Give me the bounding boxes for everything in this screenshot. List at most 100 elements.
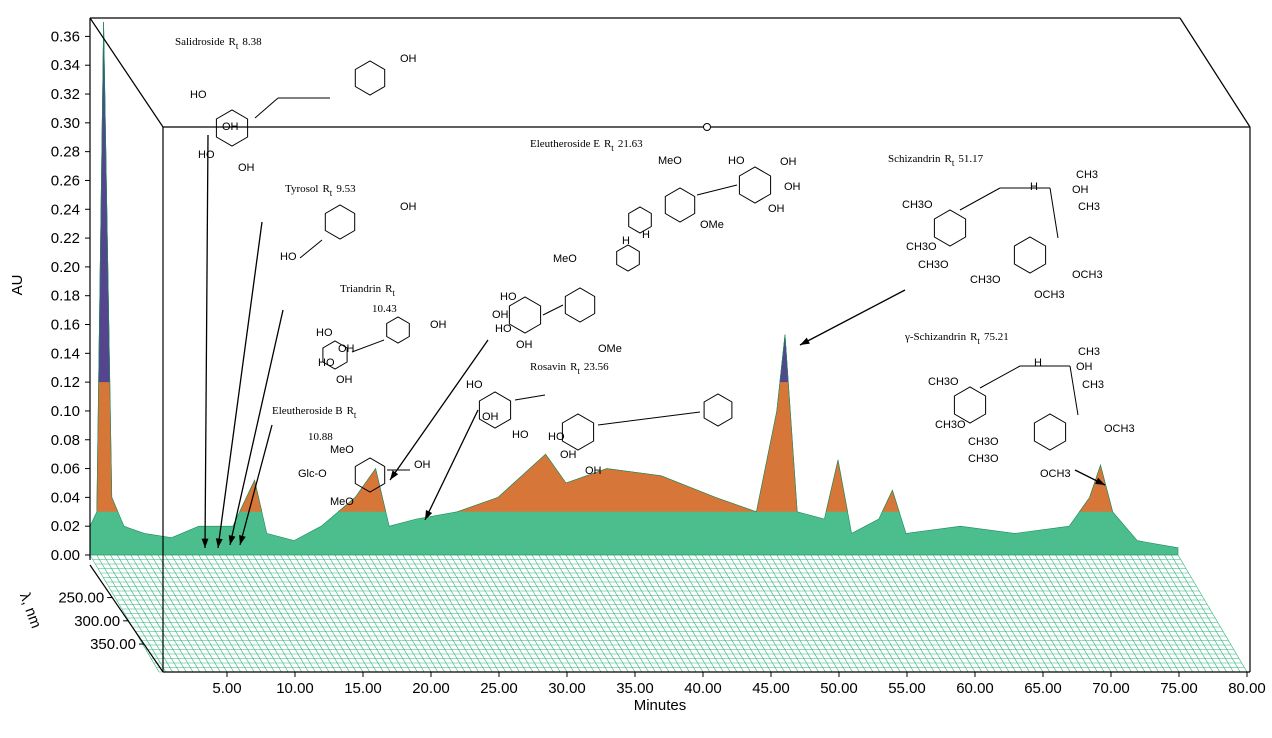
x-tick-label: 80.00 xyxy=(1228,680,1266,697)
trace xyxy=(96,21,1114,512)
mesh-col xyxy=(844,554,915,673)
rt-subscript: t xyxy=(952,158,955,168)
mesh-col xyxy=(1014,554,1085,673)
mesh-col xyxy=(96,554,167,673)
arrow xyxy=(217,221,263,549)
group-label: CH3O xyxy=(968,453,999,465)
mesh-col xyxy=(1102,554,1173,673)
mesh-col xyxy=(912,554,983,673)
group-label: OH xyxy=(338,343,355,355)
ring xyxy=(664,187,696,223)
group-label: OH xyxy=(784,181,801,193)
mesh-col xyxy=(701,554,772,673)
mesh-col xyxy=(586,554,656,673)
rt-value: 9.53 xyxy=(336,183,356,195)
group-label: Glc-O xyxy=(298,468,327,480)
group-label: OH xyxy=(768,203,785,215)
y-tick-label: 0.04 xyxy=(51,489,80,506)
mesh-col xyxy=(388,554,459,673)
mesh-col xyxy=(776,554,847,673)
group-label: OH xyxy=(560,449,577,461)
compound-name: Eleutheroside B xyxy=(272,405,343,417)
mesh-col xyxy=(1164,554,1234,673)
group-label: OCH3 xyxy=(1072,269,1103,281)
group-label: OH xyxy=(414,459,431,471)
group-label: OH xyxy=(238,162,255,174)
rt-subscript: t xyxy=(354,410,357,420)
mesh-col xyxy=(694,554,765,673)
group-label: CH3 xyxy=(1078,346,1100,358)
mesh-col xyxy=(205,554,275,673)
arrow xyxy=(799,289,906,346)
mesh-col xyxy=(422,554,493,673)
mesh-col xyxy=(613,554,683,673)
group-label: OH xyxy=(482,411,499,423)
x-tick-label: 60.00 xyxy=(956,680,994,697)
arrow xyxy=(424,409,479,521)
mesh-col xyxy=(518,554,588,673)
mesh-col xyxy=(674,554,745,673)
mesh-col xyxy=(960,554,1030,673)
group-label: OH xyxy=(336,374,353,386)
rt-symbol: R xyxy=(570,361,578,373)
mesh-col xyxy=(994,554,1064,673)
mesh-col xyxy=(470,554,541,673)
mesh-col xyxy=(327,554,398,673)
rt-subscript: t xyxy=(611,143,614,153)
ring xyxy=(354,457,386,493)
rt-symbol: R xyxy=(347,405,355,417)
arrow-head xyxy=(228,535,236,545)
y-tick-label: 0.30 xyxy=(51,115,80,132)
bond xyxy=(542,304,564,316)
bond xyxy=(1049,187,1059,239)
rt-value-line: 10.43 xyxy=(372,303,397,315)
y-tick-label: 0.32 xyxy=(51,86,80,103)
group-label: OCH3 xyxy=(1104,423,1135,435)
y-tick-label: 0.36 xyxy=(51,28,80,45)
mesh-col xyxy=(266,554,337,673)
x-tick-label: 20.00 xyxy=(412,680,450,697)
compound-name: Triandrin xyxy=(340,283,382,295)
arrow xyxy=(239,424,273,546)
rt-value: 75.21 xyxy=(984,331,1009,343)
mesh-col xyxy=(1089,554,1159,673)
compound-label: Eleutheroside E Rt 21.63 xyxy=(530,138,643,153)
mesh-col xyxy=(545,554,615,673)
rt-value-line: 10.88 xyxy=(308,431,333,443)
mesh-col xyxy=(280,554,350,673)
bond xyxy=(1069,365,1079,416)
mesh-col xyxy=(728,554,799,673)
y-tick-label: 0.06 xyxy=(51,461,80,478)
mesh-col xyxy=(477,554,547,673)
frame-line xyxy=(89,564,164,673)
frame-marker xyxy=(703,123,711,131)
mesh-col xyxy=(606,554,677,673)
ring xyxy=(564,287,596,323)
mesh-col xyxy=(225,554,296,673)
mesh-col xyxy=(456,554,527,673)
y-tick-label: 0.34 xyxy=(51,57,80,74)
arrow-head xyxy=(239,535,246,545)
mesh-col xyxy=(524,554,595,673)
rt-subscript: t xyxy=(330,188,333,198)
mesh-col xyxy=(810,554,881,673)
mesh-col xyxy=(817,554,887,673)
x-tick-label: 35.00 xyxy=(616,680,654,697)
mesh-col xyxy=(1143,554,1214,673)
mesh-col xyxy=(375,554,445,673)
frame-line xyxy=(1179,17,1251,128)
rt-subscript: t xyxy=(393,288,396,298)
compound-label: Eleutheroside B Rt xyxy=(272,405,357,420)
ring xyxy=(354,60,386,96)
ring xyxy=(933,209,967,247)
mesh-col xyxy=(599,554,670,673)
x-tick-label: 40.00 xyxy=(684,680,722,697)
ring xyxy=(628,206,652,234)
z-axis-label: λ, nm xyxy=(16,590,45,630)
mesh-col xyxy=(762,554,833,673)
mesh-col xyxy=(681,554,751,673)
bond xyxy=(514,394,546,401)
mesh-col xyxy=(905,554,976,673)
group-label: HO xyxy=(548,431,565,443)
mesh-col xyxy=(1028,554,1098,673)
